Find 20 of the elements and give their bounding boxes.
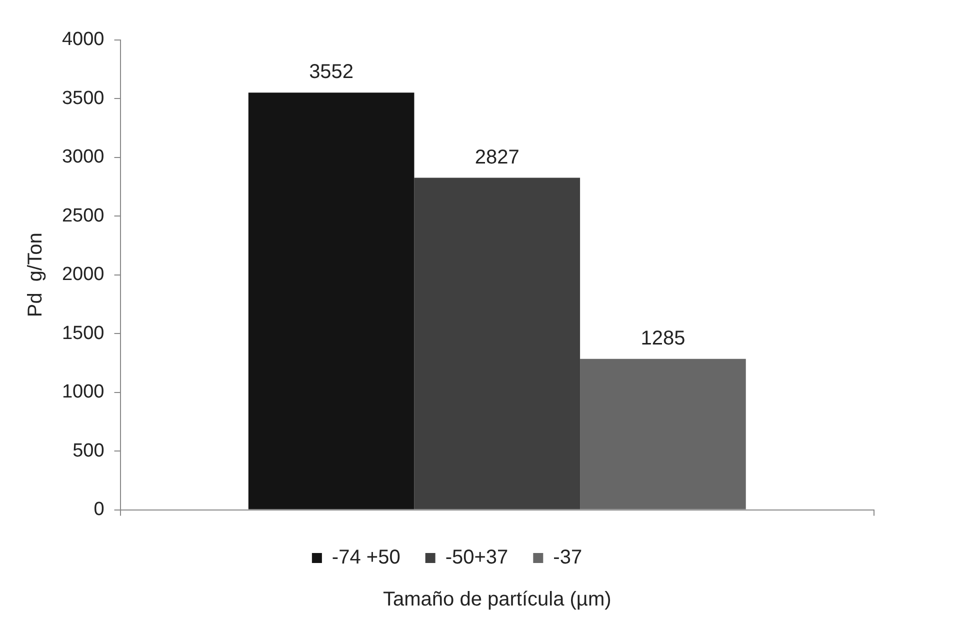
y-axis-title: Pd g/Ton: [24, 232, 47, 318]
bar: [580, 358, 746, 510]
y-tick-label: 0: [94, 499, 104, 520]
legend-label: -74 +50: [332, 546, 400, 569]
bar: [414, 178, 580, 510]
x-axis-title: Tamaño de partícula (µm): [382, 588, 612, 611]
y-tick-label: 1500: [62, 322, 104, 344]
y-tick-label: 500: [72, 440, 104, 462]
legend-label: -50+37: [445, 546, 508, 569]
y-tick-label: 1000: [62, 382, 104, 403]
data-label: 3552: [309, 61, 354, 84]
y-tick-label: 2500: [62, 205, 104, 226]
y-tick-label: 2000: [62, 264, 104, 286]
legend-label: -37: [553, 546, 582, 569]
y-tick-label: 3000: [62, 146, 104, 168]
data-label: 2827: [474, 146, 520, 168]
bar: [248, 92, 414, 510]
data-label: 1285: [640, 327, 686, 350]
y-tick-label: 4000: [62, 29, 104, 50]
y-tick-label: 3500: [62, 88, 104, 109]
